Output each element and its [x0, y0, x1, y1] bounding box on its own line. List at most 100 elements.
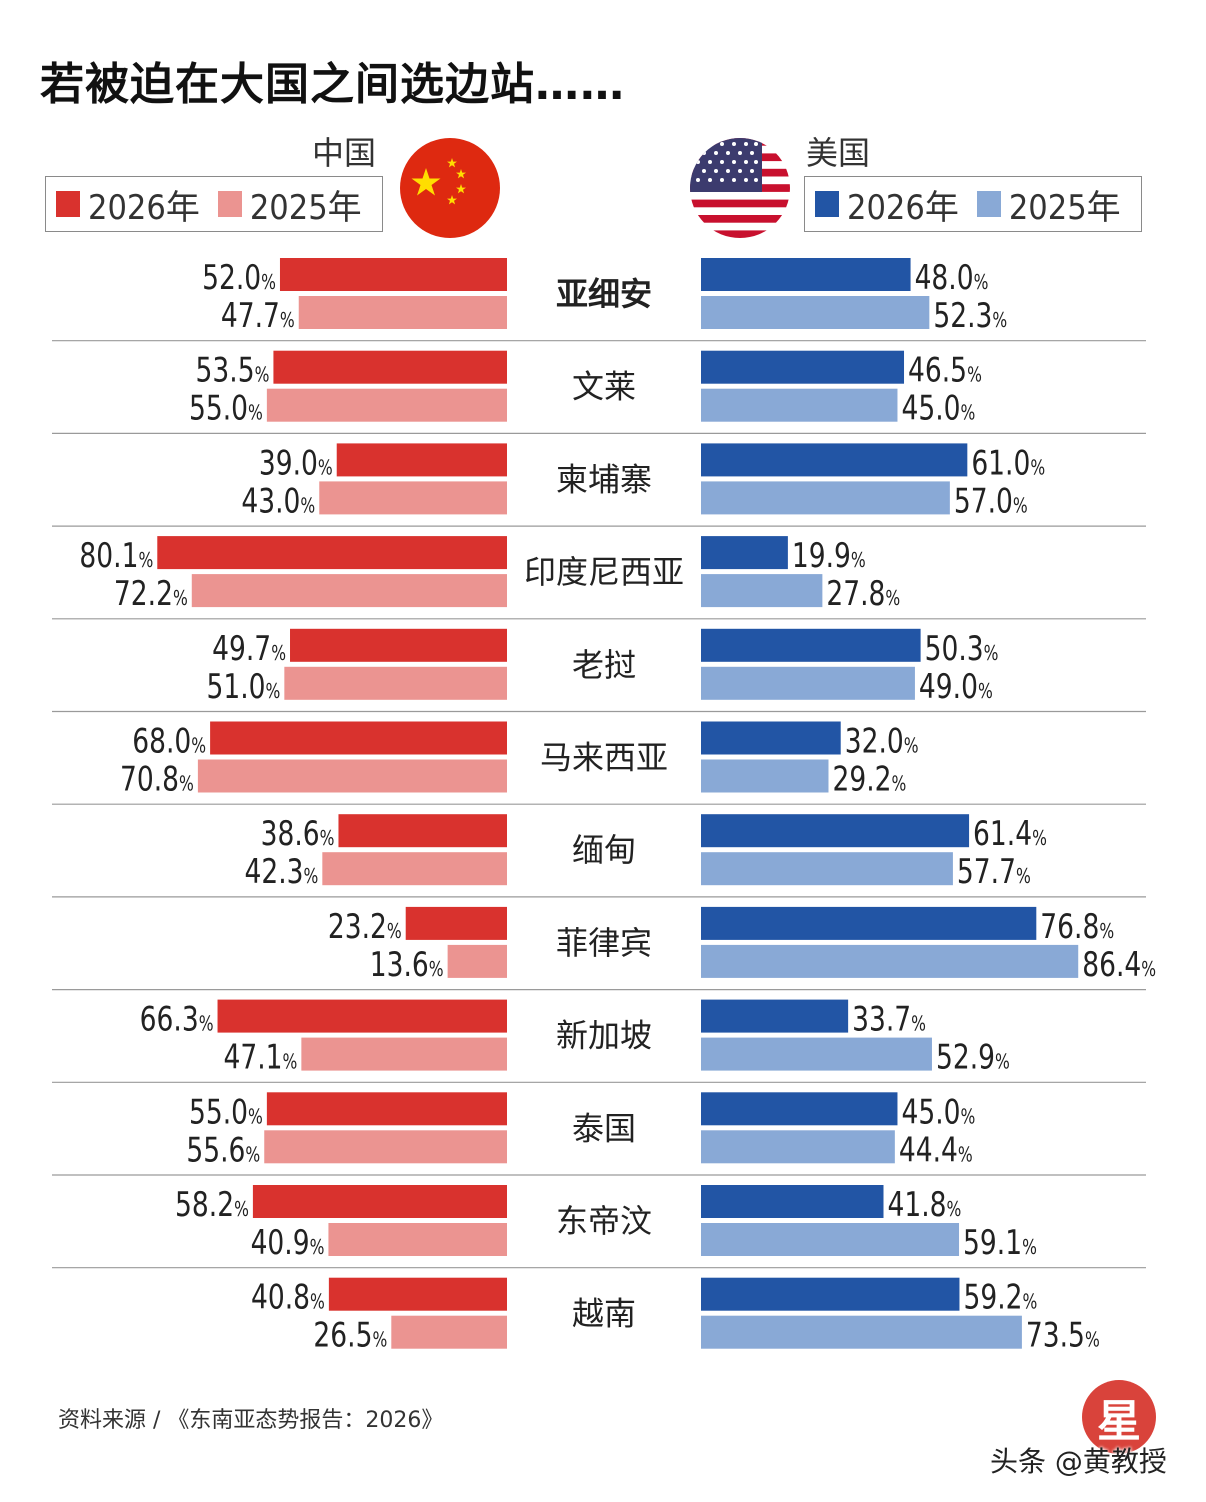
- china-value-label-2026: 39.0%: [259, 444, 333, 483]
- publisher-logo: 星: [1082, 1380, 1156, 1454]
- usa-value-label-2025: 44.4%: [899, 1131, 973, 1170]
- china-bar-2026: [336, 443, 507, 477]
- china-legend-2026: 2026年: [56, 180, 200, 229]
- china-bar-2026: [328, 1277, 507, 1311]
- usa-value-label-2025: 57.7%: [957, 853, 1031, 892]
- china-value-label-2025: 26.5%: [313, 1317, 387, 1356]
- usa-bar-2026: [701, 721, 841, 755]
- usa-bar-2025: [701, 1037, 932, 1071]
- china-bar-2026: [405, 906, 507, 940]
- usa-value-label-2025: 52.9%: [936, 1038, 1010, 1077]
- category-label: 文莱: [572, 368, 636, 406]
- china-2026-swatch: [56, 191, 80, 217]
- china-bar-2026: [266, 1092, 507, 1126]
- china-bar-2025: [264, 1130, 507, 1164]
- china-bar-2025: [191, 574, 508, 608]
- usa-bar-2026: [701, 536, 788, 570]
- usa-value-label-2026: 61.4%: [973, 815, 1047, 854]
- china-value-label-2026: 55.0%: [189, 1093, 263, 1132]
- china-bar-2026: [290, 628, 507, 662]
- china-value-label-2025: 40.9%: [251, 1224, 325, 1263]
- source-note: 资料来源 / 《东南亚态势报告：2026》: [58, 1408, 444, 1433]
- usa-2025-swatch: [976, 191, 1001, 217]
- usa-bar-2025: [701, 574, 823, 608]
- usa-bar-2025: [701, 296, 930, 329]
- category-label: 马来西亚: [540, 739, 668, 777]
- china-value-label-2025: 55.0%: [189, 390, 263, 429]
- usa-bar-2025: [701, 852, 953, 886]
- china-bar-2025: [301, 1037, 507, 1071]
- china-value-label-2026: 52.0%: [202, 259, 276, 298]
- usa-2026-swatch: [815, 191, 839, 217]
- china-bar-2026: [217, 999, 508, 1033]
- china-flag-icon: [400, 138, 500, 238]
- usa-value-label-2026: 32.0%: [845, 722, 919, 761]
- china-bar-2025: [197, 759, 507, 793]
- usa-bar-2025: [701, 944, 1079, 978]
- china-value-label-2025: 72.2%: [114, 575, 188, 614]
- category-label: 印度尼西亚: [524, 553, 684, 591]
- china-bar-2026: [252, 1185, 507, 1218]
- usa-value-label-2025: 59.1%: [963, 1224, 1037, 1263]
- china-bar-2025: [328, 1223, 507, 1256]
- china-legend-2025: 2025年: [217, 180, 362, 229]
- chart-title: 若被迫在大国之间选边站……: [40, 59, 625, 110]
- usa-value-label-2026: 48.0%: [915, 259, 989, 298]
- usa-value-label-2026: 59.2%: [963, 1279, 1037, 1318]
- china-value-label-2025: 13.6%: [370, 946, 444, 985]
- usa-bar-2026: [701, 999, 849, 1033]
- usa-value-label-2025: 73.5%: [1026, 1317, 1100, 1356]
- usa-value-label-2026: 50.3%: [925, 630, 999, 669]
- china-bar-2025: [284, 666, 507, 700]
- china-bar-2025: [322, 852, 507, 886]
- watermark: 头条 @黄教授: [990, 1445, 1167, 1478]
- china-value-label-2026: 23.2%: [328, 908, 402, 947]
- china-value-label-2025: 51.0%: [206, 668, 280, 707]
- usa-value-label-2025: 27.8%: [826, 575, 900, 614]
- usa-bar-2026: [701, 906, 1037, 940]
- usa-value-label-2025: 45.0%: [901, 390, 975, 429]
- china-2025-swatch: [217, 191, 242, 217]
- usa-legend-2025: 2025年: [976, 180, 1121, 229]
- category-label: 老挝: [572, 646, 636, 684]
- usa-value-label-2026: 41.8%: [887, 1186, 961, 1225]
- usa-value-label-2025: 29.2%: [832, 760, 906, 799]
- china-value-label-2026: 58.2%: [175, 1186, 249, 1225]
- usa-bar-2025: [701, 1223, 960, 1256]
- usa-value-label-2025: 52.3%: [933, 297, 1007, 336]
- category-label: 越南: [572, 1295, 636, 1333]
- usa-bar-2026: [701, 258, 911, 291]
- china-bar-2025: [266, 388, 507, 422]
- usa-bar-2025: [701, 1315, 1022, 1349]
- china-value-label-2026: 66.3%: [140, 1000, 214, 1039]
- usa-legend-2026-label: 2026年: [847, 187, 959, 228]
- usa-bar-2026: [701, 1277, 960, 1311]
- china-value-label-2026: 80.1%: [79, 537, 153, 576]
- usa-value-label-2026: 33.7%: [852, 1000, 926, 1039]
- china-value-label-2025: 70.8%: [120, 760, 194, 799]
- china-label: 中国: [312, 134, 377, 172]
- us-flag-icon: [690, 138, 790, 238]
- usa-value-label-2026: 46.5%: [908, 352, 982, 391]
- usa-value-label-2026: 76.8%: [1040, 908, 1114, 947]
- category-label: 缅甸: [572, 831, 636, 869]
- china-value-label-2025: 42.3%: [244, 853, 318, 892]
- china-legend-2026-label: 2026年: [88, 187, 200, 228]
- usa-value-label-2026: 19.9%: [792, 537, 866, 576]
- china-legend: 2026年 2025年: [45, 176, 383, 232]
- usa-bar-2026: [701, 1092, 898, 1126]
- china-value-label-2026: 38.6%: [261, 815, 335, 854]
- china-bar-2026: [279, 258, 507, 291]
- china-value-label-2025: 55.6%: [186, 1131, 260, 1170]
- usa-value-label-2025: 49.0%: [919, 668, 993, 707]
- usa-bar-2026: [701, 350, 905, 384]
- china-value-label-2025: 47.1%: [223, 1038, 297, 1077]
- china-bar-2026: [338, 814, 507, 848]
- usa-bar-2025: [701, 481, 950, 515]
- usa-bar-2026: [701, 628, 921, 662]
- category-label: 亚细安: [556, 275, 652, 313]
- category-label: 柬埔寨: [556, 460, 652, 498]
- usa-bar-2025: [701, 388, 898, 422]
